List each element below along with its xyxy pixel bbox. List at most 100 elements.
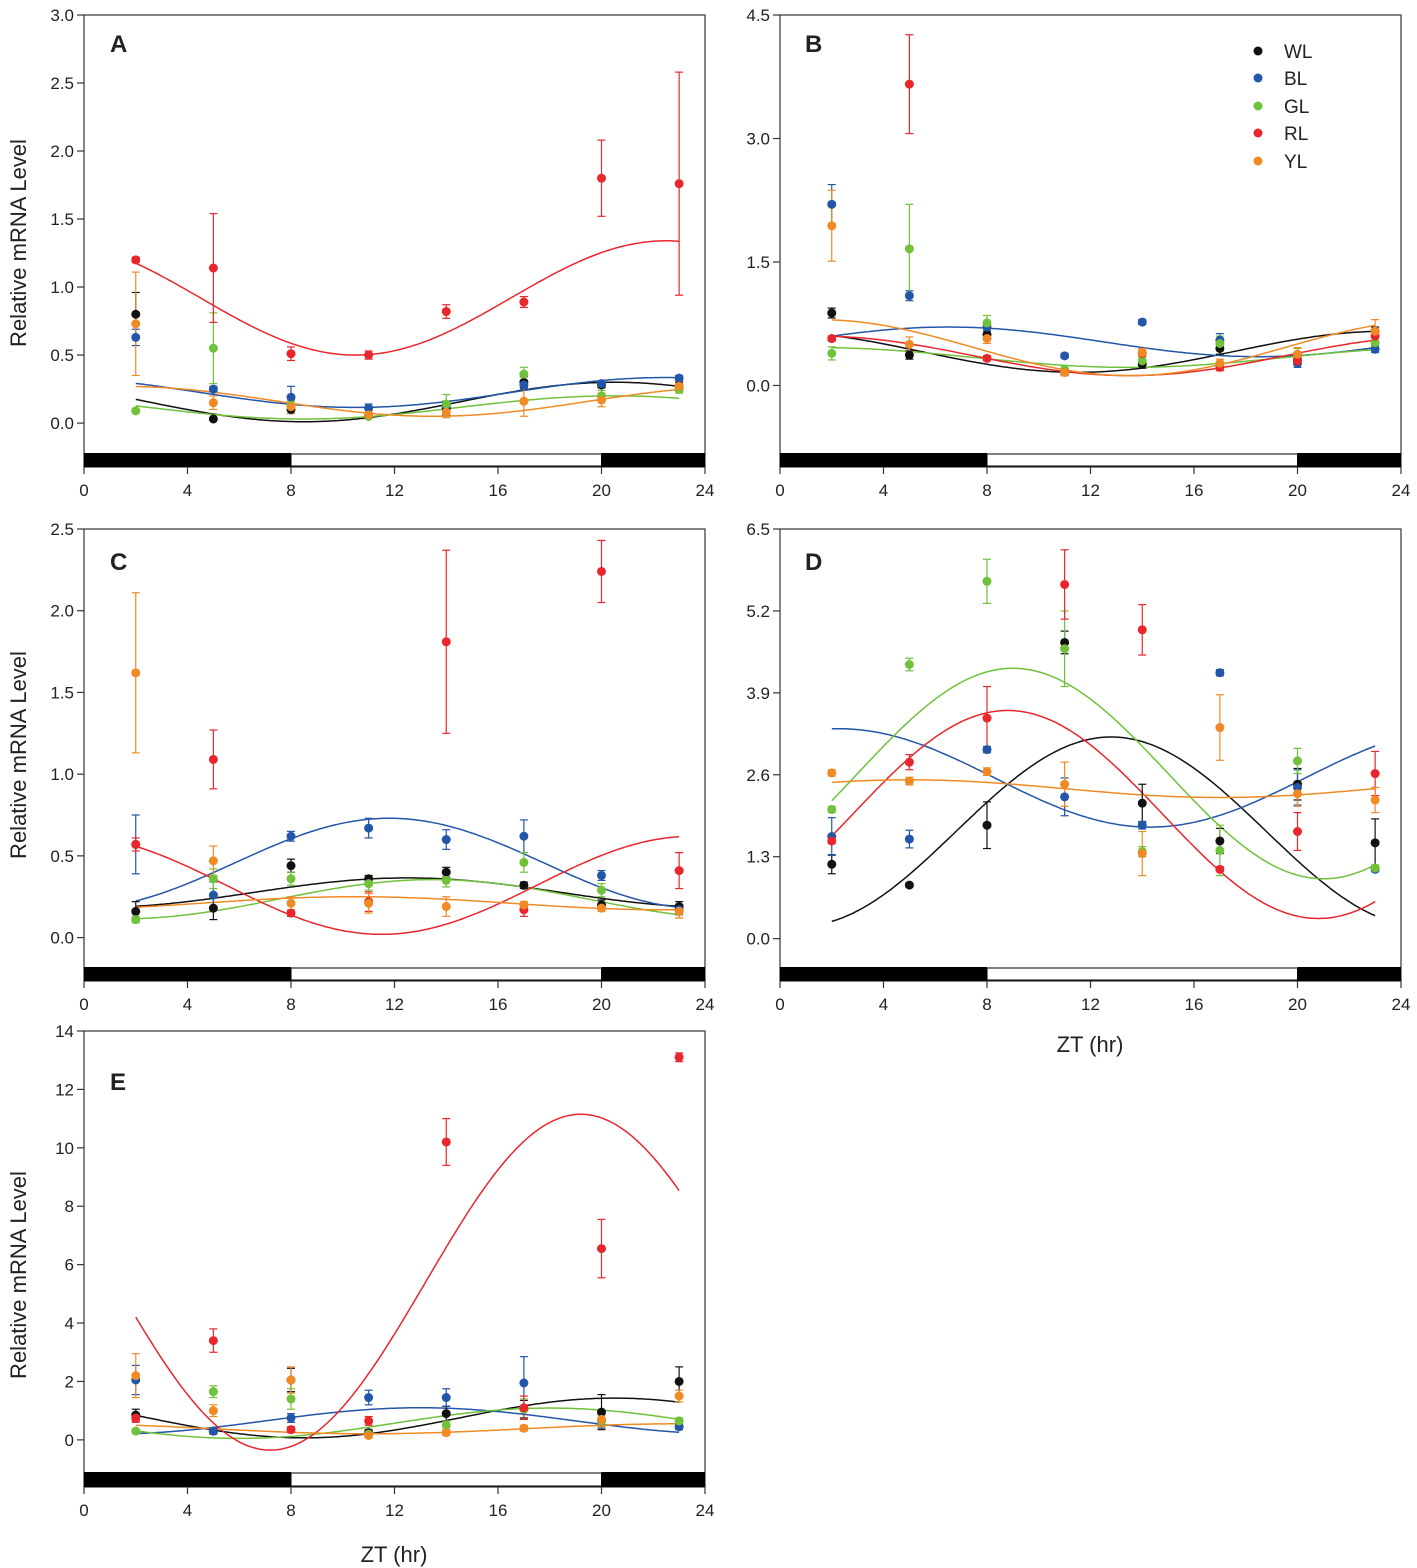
y-tick-label-e-14: 14 xyxy=(55,1022,74,1041)
data-point-b-yl-7 xyxy=(1370,326,1380,336)
x-tick-label-b-8: 8 xyxy=(982,481,991,500)
plot-area-a: 0 4 8 12 16 20 24 0.0 0.5 1.0 1.5 2.0 2.5 3.0 xyxy=(50,6,714,500)
dark-phase-bar-c-0 xyxy=(84,967,291,981)
y-tick-label-d-3.9: 3.9 xyxy=(746,684,770,703)
legend-label-rl: RL xyxy=(1284,124,1308,145)
dark-phase-bar-a-0 xyxy=(84,453,291,467)
y-tick-label-d-1.3: 1.3 xyxy=(746,848,770,867)
data-point-e-yl-1 xyxy=(208,1406,218,1416)
data-point-b-bl-3 xyxy=(1060,351,1070,361)
x-tick-label-d-16: 16 xyxy=(1185,995,1204,1014)
data-point-c-rl-6 xyxy=(597,566,606,576)
data-point-a-yl-5 xyxy=(519,396,529,406)
data-point-d-gl-6 xyxy=(1293,756,1302,766)
data-point-d-yl-6 xyxy=(1293,789,1302,799)
data-point-b-yl-5 xyxy=(1215,358,1225,368)
y-tick-label-e-8: 8 xyxy=(65,1197,74,1216)
data-point-a-rl-6 xyxy=(597,173,606,183)
data-point-b-rl-6 xyxy=(1293,356,1302,366)
data-point-b-yl-1 xyxy=(904,339,914,349)
x-tick-label-d-0: 0 xyxy=(775,995,784,1014)
x-tick-label-c-0: 0 xyxy=(79,995,88,1014)
legend-label-gl: GL xyxy=(1284,97,1309,118)
data-point-e-gl-7 xyxy=(674,1416,684,1426)
xlabel-e: ZT (hr) xyxy=(361,1542,428,1567)
fit-curve-c-wl xyxy=(135,877,680,907)
data-point-e-gl-0 xyxy=(131,1426,141,1436)
data-point-e-yl-0 xyxy=(131,1371,141,1381)
data-point-c-yl-7 xyxy=(674,906,684,916)
data-point-a-gl-0 xyxy=(131,406,141,416)
panel-letter-c: C xyxy=(110,549,127,576)
fit-curve-c-yl xyxy=(135,895,680,911)
data-point-e-bl-5 xyxy=(519,1378,529,1388)
data-point-e-wl-7 xyxy=(674,1376,684,1386)
data-point-d-wl-3 xyxy=(1060,637,1070,647)
data-point-a-rl-2 xyxy=(286,349,296,359)
dark-phase-bar-d-0 xyxy=(780,967,987,981)
data-point-d-wl-7 xyxy=(1370,838,1380,848)
y-tick-label-a-0.0: 0.0 xyxy=(50,414,74,433)
data-point-a-rl-0 xyxy=(131,255,141,265)
dark-phase-bar-e-0 xyxy=(84,1472,291,1487)
data-point-d-rl-0 xyxy=(827,836,837,846)
data-point-a-yl-2 xyxy=(286,402,296,412)
ylabel-c: Relative mRNA Level xyxy=(6,651,31,859)
y-tick-label-e-0: 0 xyxy=(65,1431,74,1450)
data-point-a-bl-1 xyxy=(208,384,218,394)
data-point-e-bl-2 xyxy=(286,1413,296,1423)
data-point-e-bl-3 xyxy=(364,1393,374,1403)
data-point-a-gl-1 xyxy=(208,343,218,353)
panel-letter-b: B xyxy=(805,31,822,58)
x-tick-label-d-4: 4 xyxy=(879,995,888,1014)
light-phase-bar-c-0 xyxy=(290,967,602,981)
data-point-d-bl-5 xyxy=(1215,668,1225,678)
panel-a: A Relative mRNA Level 0 4 8 12 16 20 24 0.0 0.5 1… xyxy=(6,6,714,500)
legend-label-yl: YL xyxy=(1284,152,1307,173)
data-point-a-rl-3 xyxy=(364,350,374,360)
data-point-d-rl-4 xyxy=(1137,625,1147,635)
panel-b: B 0 4 8 12 16 20 24 0.0 1.5 3.0 4.5 WL BL GL RL YL xyxy=(746,6,1410,500)
data-point-e-gl-4 xyxy=(441,1420,451,1430)
x-tick-label-b-4: 4 xyxy=(879,481,888,500)
data-point-d-rl-1 xyxy=(904,757,914,767)
data-point-a-rl-7 xyxy=(674,179,684,189)
data-point-d-wl-1 xyxy=(904,880,914,890)
data-point-c-gl-6 xyxy=(597,885,606,895)
data-point-c-yl-1 xyxy=(208,856,218,866)
panel-d: D ZT (hr) 0 4 8 12 16 20 24 0.0 1.3 2.6 3.9 5.2 6.5 xyxy=(746,520,1410,1057)
data-point-a-wl-1 xyxy=(208,414,218,424)
data-point-c-yl-0 xyxy=(131,668,141,678)
data-point-c-bl-6 xyxy=(597,870,606,880)
y-tick-label-d-5.2: 5.2 xyxy=(746,602,770,621)
fit-curve-a-gl xyxy=(135,395,680,420)
x-tick-label-e-16: 16 xyxy=(489,1501,508,1520)
data-point-d-yl-3 xyxy=(1060,779,1070,789)
data-point-c-rl-7 xyxy=(674,866,684,876)
data-point-e-yl-6 xyxy=(597,1414,606,1424)
y-tick-label-e-12: 12 xyxy=(55,1080,74,1099)
data-point-a-yl-4 xyxy=(441,407,451,417)
data-point-d-bl-3 xyxy=(1060,792,1070,802)
x-tick-label-a-4: 4 xyxy=(183,481,192,500)
y-tick-label-c-2.0: 2.0 xyxy=(50,602,74,621)
light-phase-bar-e-0 xyxy=(290,1472,602,1487)
dark-phase-bar-a-1 xyxy=(601,453,705,467)
data-point-b-yl-4 xyxy=(1137,348,1147,358)
fit-curve-e-bl xyxy=(135,1406,680,1435)
data-point-b-bl-1 xyxy=(904,291,914,301)
ylabel-a: Relative mRNA Level xyxy=(6,139,31,347)
y-tick-label-c-0.0: 0.0 xyxy=(50,929,74,948)
ylabel-e: Relative mRNA Level xyxy=(6,1171,31,1379)
data-point-c-rl-2 xyxy=(286,908,296,918)
x-tick-label-b-0: 0 xyxy=(775,481,784,500)
data-point-a-yl-3 xyxy=(364,410,374,420)
data-point-b-rl-1 xyxy=(904,79,914,89)
y-tick-label-b-4.5: 4.5 xyxy=(746,6,770,25)
data-point-d-rl-6 xyxy=(1293,827,1302,837)
data-point-c-wl-2 xyxy=(286,861,296,871)
plot-area-c: 0 4 8 12 16 20 24 0.0 0.5 1.0 1.5 2.0 2.5 xyxy=(50,520,714,1014)
x-tick-label-b-20: 20 xyxy=(1288,481,1307,500)
legend: WL BL GL RL YL xyxy=(1253,42,1313,173)
x-tick-label-e-20: 20 xyxy=(592,1501,611,1520)
